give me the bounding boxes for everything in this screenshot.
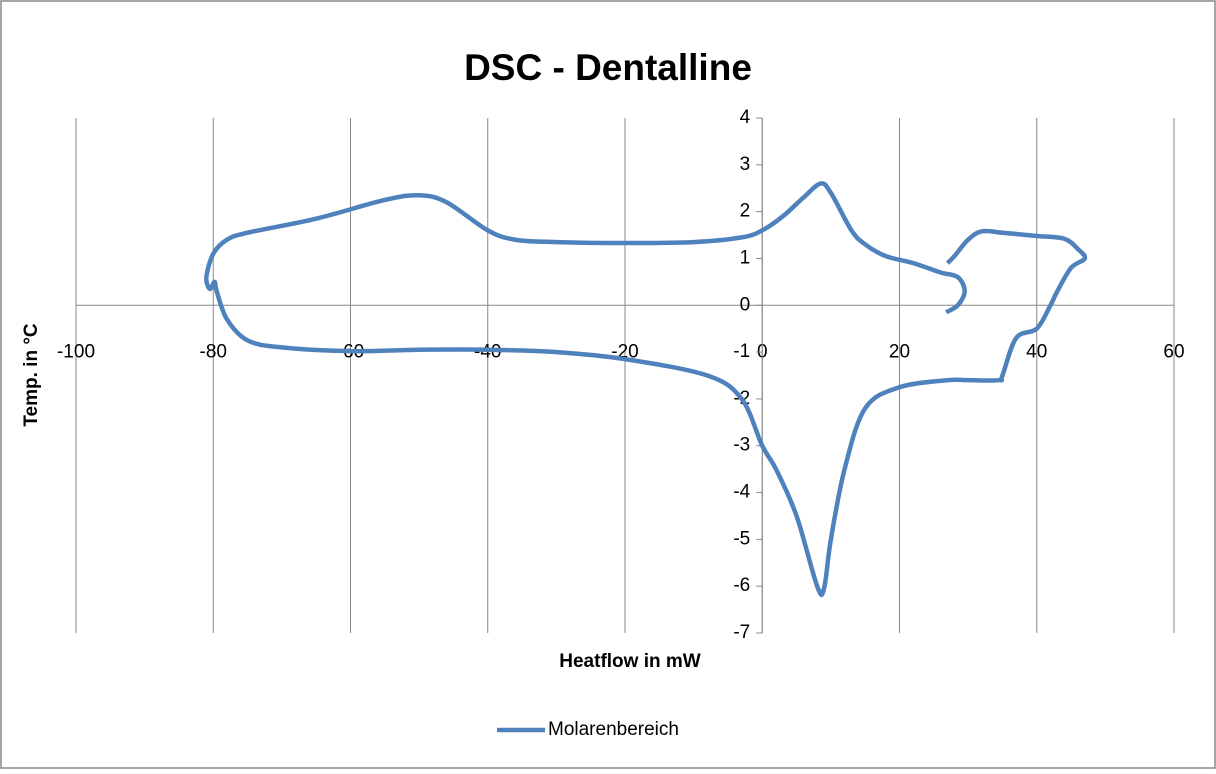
y-tick-label: -4 [733, 482, 750, 503]
y-tick-label: 0 [740, 294, 751, 315]
y-tick-label: -6 [733, 575, 750, 596]
x-tick-label: 20 [889, 341, 910, 362]
x-tick-label: 40 [1026, 341, 1047, 362]
y-tick-label: 4 [740, 107, 751, 128]
y-tick-label: 3 [740, 154, 751, 175]
y-tick-label: -1 [733, 341, 750, 362]
y-tick-label: -3 [733, 435, 750, 456]
chart-title: DSC - Dentalline [464, 47, 752, 88]
y-axis-title: Temp. in °C [21, 323, 42, 427]
y-tick-label: -7 [733, 622, 750, 643]
legend-label: Molarenbereich [548, 719, 679, 740]
x-tick-label: -80 [200, 341, 227, 362]
data-line [204, 181, 1088, 598]
y-tick-label: -5 [733, 528, 750, 549]
y-tick-label: 2 [740, 201, 751, 222]
x-tick-label: -100 [57, 341, 95, 362]
y-tick-label: 1 [740, 247, 751, 268]
x-tick-label: 60 [1163, 341, 1184, 362]
x-axis-title: Heatflow in mW [559, 651, 701, 672]
